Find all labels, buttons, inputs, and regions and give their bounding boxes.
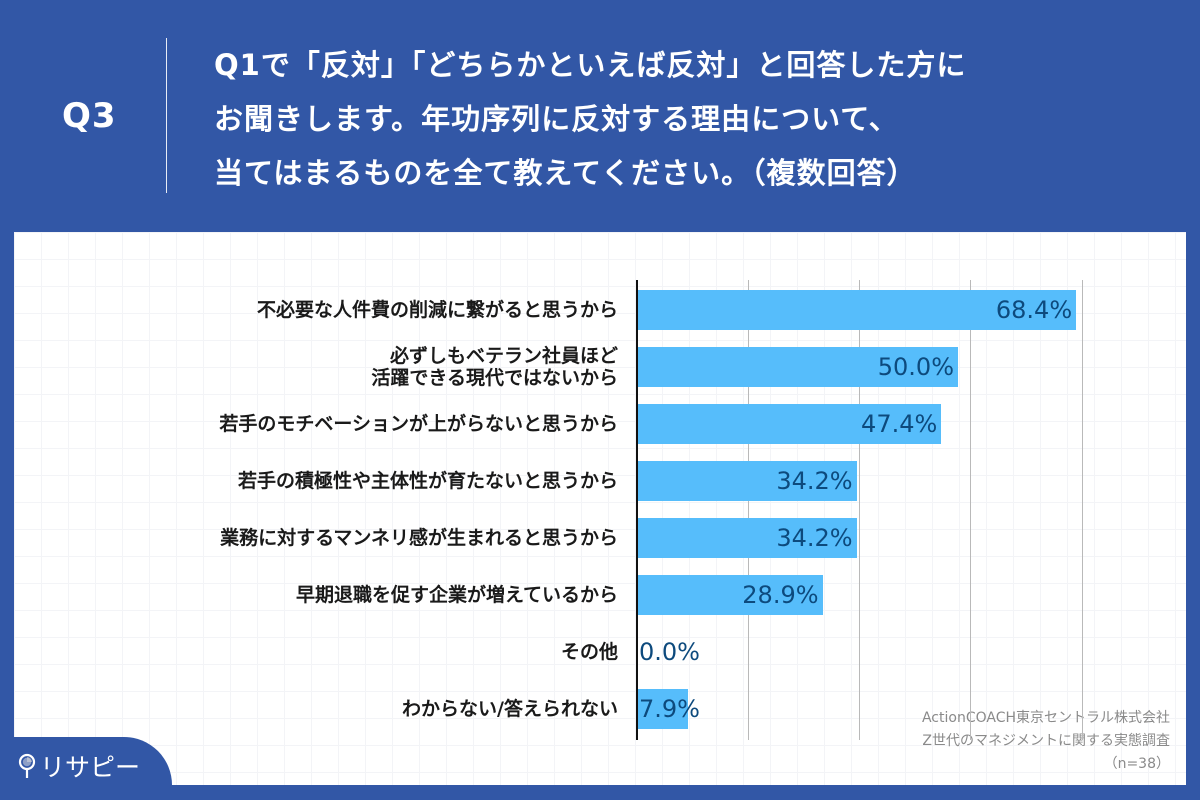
value-label: 7.9% [639, 695, 700, 723]
category-label: その他 [560, 641, 618, 663]
category-label: 必ずしもベテラン社員ほど 活躍できる現代ではないから [371, 345, 618, 389]
source-survey: Z世代のマネジメントに関する実態調査 [922, 733, 1170, 749]
value-label: 28.9% [742, 581, 819, 609]
brand-name: リサピー [40, 753, 141, 782]
value-label: 50.0% [877, 353, 954, 381]
category-label: 不必要な人件費の削減に繋がると思うから [256, 299, 618, 321]
gridline [748, 280, 749, 740]
question-number: Q3 [62, 96, 117, 136]
sample-size: （n=38） [1103, 756, 1170, 772]
category-label: 若手の積極性や主体性が育たないと思うから [237, 470, 618, 492]
bar [637, 404, 942, 444]
category-label: 若手のモチベーションが上がらないと思うから [219, 413, 618, 435]
source-note: ActionCOACH東京セントラル株式会社 Z世代のマネジメントに関する実態調… [922, 707, 1170, 776]
source-company: ActionCOACH東京セントラル株式会社 [921, 710, 1170, 726]
value-label: 34.2% [776, 467, 853, 495]
y-axis-line [636, 280, 638, 740]
bar [637, 290, 1077, 330]
bar [637, 461, 857, 501]
value-label: 47.4% [861, 410, 938, 438]
brand-logo: リサピー [18, 748, 140, 784]
map-pin-icon [18, 753, 36, 778]
value-label: 34.2% [776, 524, 853, 552]
category-label-line: 活躍できる現代ではないから [371, 367, 618, 389]
category-label: わからない/答えられない [402, 698, 618, 720]
gridline [970, 280, 971, 740]
bar [637, 347, 958, 387]
question-header: Q3 Q1で「反対」「どちらかといえば反対」と回答した方に お聞きします。年功序… [0, 0, 1200, 232]
value-label: 68.4% [995, 296, 1073, 324]
gridline [1082, 280, 1083, 740]
question-line: お聞きします。年功序列に反対する理由について、 [214, 102, 899, 136]
gridline [859, 280, 860, 740]
bar [637, 689, 688, 729]
bar [637, 575, 823, 615]
question-line: Q1で「反対」「どちらかといえば反対」と回答した方に [214, 48, 967, 82]
bar [637, 518, 857, 558]
category-label: 業務に対するマンネリ感が生まれると思うから [220, 527, 618, 549]
header-divider [166, 38, 167, 193]
value-label: 0.0% [639, 638, 700, 666]
category-label: 早期退職を促す企業が増えているから [295, 584, 618, 606]
category-label-line: 必ずしもベテラン社員ほど [389, 345, 618, 367]
question-text: Q1で「反対」「どちらかといえば反対」と回答した方に お聞きします。年功序列に反… [214, 38, 966, 200]
question-line: 当てはまるものを全て教えてください。（複数回答） [214, 156, 917, 190]
